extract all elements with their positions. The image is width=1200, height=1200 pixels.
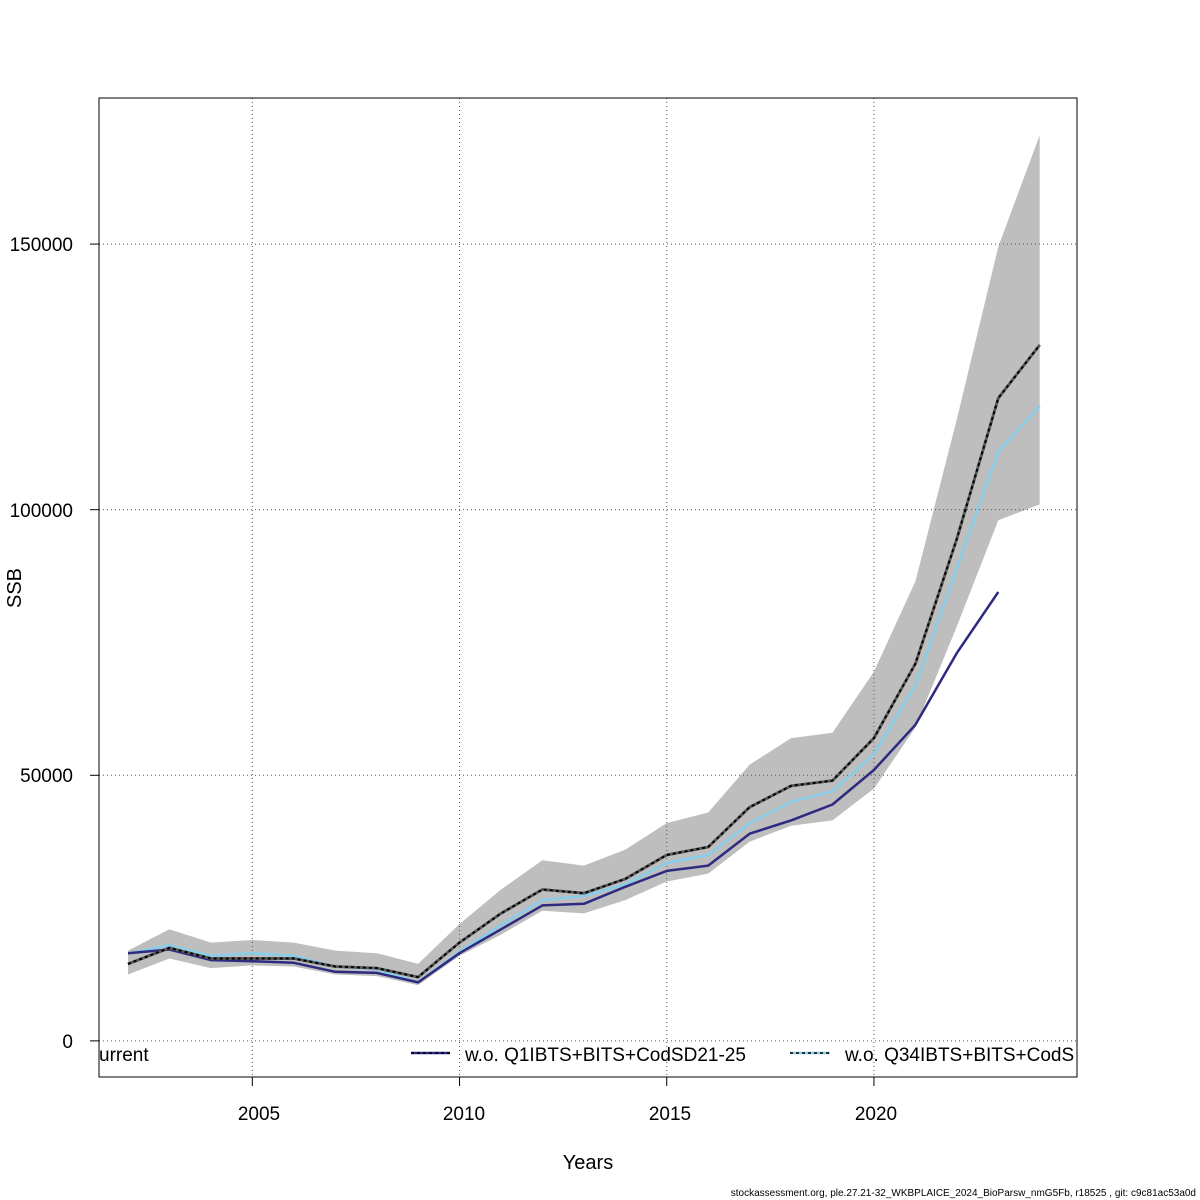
series-line-2 [127,405,1041,984]
y-axis-ticks [90,243,99,1042]
y-tick-label-50000: 50000 [20,766,73,787]
y-axis-title: SSB [4,568,26,608]
plot-frame [98,97,1078,1078]
legend-label-q34: w.o. Q34IBTS+BITS+CodS [844,1045,1074,1066]
x-axis-ticks [251,1077,875,1086]
x-tick-label-2015: 2015 [649,1104,691,1125]
legend-label-q1: w.o. Q1IBTS+BITS+CodSD21-25 [464,1045,746,1066]
x-tick-label-2010: 2010 [443,1104,485,1125]
grid-lines [99,98,1077,1077]
y-tick-label-0: 0 [62,1032,73,1053]
y-tick-label-100000: 100000 [10,501,73,522]
x-tick-label-2005: 2005 [238,1104,280,1125]
y-tick-label-150000: 150000 [10,235,73,256]
x-tick-label-2020: 2020 [855,1104,897,1125]
current-confidence-band [128,135,1040,986]
series-line-1 [127,591,1000,984]
series-lines [127,344,1041,984]
footer-text: stockassessment.org, ple.27.21-32_WKBPLA… [731,1188,1196,1199]
x-axis-title: Years [563,1152,613,1174]
legend: urrent w.o. Q1IBTS+BITS+CodSD21-25 w.o. … [99,1045,1074,1066]
legend-label-current: urrent [99,1045,149,1066]
series-line-current-dash [127,344,1041,979]
